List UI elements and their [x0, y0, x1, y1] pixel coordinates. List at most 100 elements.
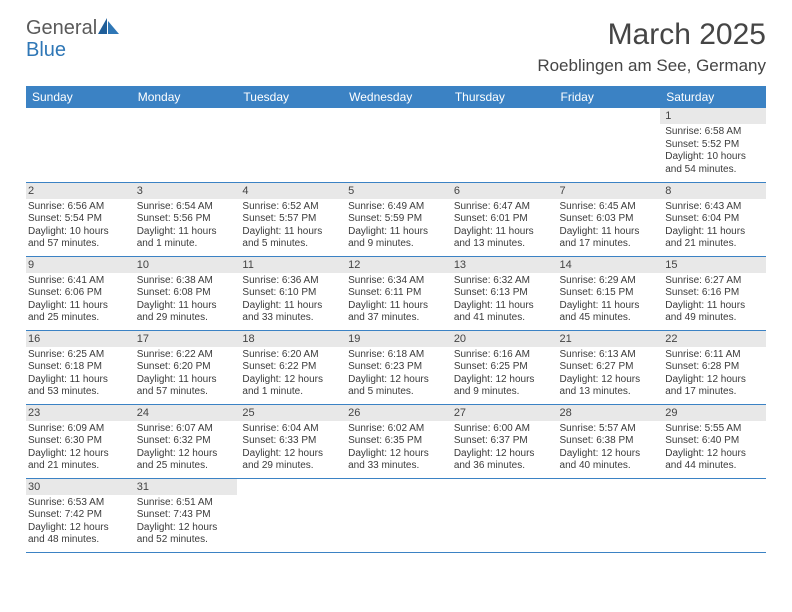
sunrise: Sunrise: 6:11 AM — [665, 349, 761, 362]
daylight-line2: and 54 minutes. — [665, 164, 761, 177]
day-details: Sunrise: 6:29 AMSunset: 6:15 PMDaylight:… — [555, 273, 661, 327]
sunset: Sunset: 6:38 PM — [560, 435, 656, 448]
day-cell — [132, 108, 238, 182]
daylight-line2: and 29 minutes. — [242, 460, 338, 473]
daylight-line2: and 5 minutes. — [348, 386, 444, 399]
col-tuesday: Tuesday — [237, 86, 343, 108]
calendar-table: Sunday Monday Tuesday Wednesday Thursday… — [26, 86, 766, 553]
sunrise: Sunrise: 6:58 AM — [665, 126, 761, 139]
sunrise: Sunrise: 6:00 AM — [454, 423, 550, 436]
day-cell: 18Sunrise: 6:20 AMSunset: 6:22 PMDayligh… — [237, 330, 343, 404]
daylight-line2: and 17 minutes. — [665, 386, 761, 399]
title-block: March 2025 Roeblingen am See, Germany — [537, 18, 766, 76]
daylight-line1: Daylight: 12 hours — [560, 448, 656, 461]
daylight-line2: and 13 minutes. — [454, 238, 550, 251]
daylight-line1: Daylight: 11 hours — [560, 226, 656, 239]
day-number: 26 — [343, 405, 449, 421]
day-number: 16 — [26, 331, 132, 347]
sunrise: Sunrise: 6:41 AM — [28, 275, 127, 288]
week-row: 9Sunrise: 6:41 AMSunset: 6:06 PMDaylight… — [26, 256, 766, 330]
logo-sail-icon — [98, 18, 120, 38]
sunrise: Sunrise: 6:53 AM — [28, 497, 127, 510]
day-number: 29 — [660, 405, 766, 421]
daylight-line2: and 37 minutes. — [348, 312, 444, 325]
day-details: Sunrise: 6:18 AMSunset: 6:23 PMDaylight:… — [343, 347, 449, 401]
sunrise: Sunrise: 6:51 AM — [137, 497, 233, 510]
day-details: Sunrise: 6:16 AMSunset: 6:25 PMDaylight:… — [449, 347, 555, 401]
day-cell: 25Sunrise: 6:04 AMSunset: 6:33 PMDayligh… — [237, 404, 343, 478]
daylight-line2: and 5 minutes. — [242, 238, 338, 251]
daylight-line1: Daylight: 11 hours — [242, 226, 338, 239]
sunset: Sunset: 6:22 PM — [242, 361, 338, 374]
daylight-line2: and 9 minutes. — [348, 238, 444, 251]
daylight-line1: Daylight: 11 hours — [665, 300, 761, 313]
sunset: Sunset: 5:57 PM — [242, 213, 338, 226]
day-cell: 24Sunrise: 6:07 AMSunset: 6:32 PMDayligh… — [132, 404, 238, 478]
daylight-line1: Daylight: 11 hours — [242, 300, 338, 313]
sunset: Sunset: 6:25 PM — [454, 361, 550, 374]
daylight-line1: Daylight: 12 hours — [242, 374, 338, 387]
day-cell: 30Sunrise: 6:53 AMSunset: 7:42 PMDayligh… — [26, 478, 132, 552]
day-cell — [343, 108, 449, 182]
sunset: Sunset: 6:11 PM — [348, 287, 444, 300]
day-details: Sunrise: 6:53 AMSunset: 7:42 PMDaylight:… — [26, 495, 132, 549]
day-cell — [449, 478, 555, 552]
page-title: March 2025 — [537, 18, 766, 52]
day-details: Sunrise: 6:20 AMSunset: 6:22 PMDaylight:… — [237, 347, 343, 401]
daylight-line1: Daylight: 11 hours — [348, 226, 444, 239]
week-row: 30Sunrise: 6:53 AMSunset: 7:42 PMDayligh… — [26, 478, 766, 552]
sunset: Sunset: 6:10 PM — [242, 287, 338, 300]
day-cell: 12Sunrise: 6:34 AMSunset: 6:11 PMDayligh… — [343, 256, 449, 330]
day-number: 21 — [555, 331, 661, 347]
day-cell: 22Sunrise: 6:11 AMSunset: 6:28 PMDayligh… — [660, 330, 766, 404]
sunset: Sunset: 6:01 PM — [454, 213, 550, 226]
daylight-line1: Daylight: 12 hours — [665, 374, 761, 387]
sunset: Sunset: 5:54 PM — [28, 213, 127, 226]
sunset: Sunset: 6:08 PM — [137, 287, 233, 300]
sunrise: Sunrise: 6:47 AM — [454, 201, 550, 214]
daylight-line2: and 21 minutes. — [28, 460, 127, 473]
sunrise: Sunrise: 6:04 AM — [242, 423, 338, 436]
day-number: 27 — [449, 405, 555, 421]
sunrise: Sunrise: 6:52 AM — [242, 201, 338, 214]
daylight-line1: Daylight: 12 hours — [242, 448, 338, 461]
day-number: 18 — [237, 331, 343, 347]
daylight-line2: and 44 minutes. — [665, 460, 761, 473]
logo-text-2: Blue — [26, 39, 66, 61]
day-cell — [449, 108, 555, 182]
daylight-line1: Daylight: 11 hours — [137, 226, 233, 239]
day-number: 4 — [237, 183, 343, 199]
day-details: Sunrise: 6:54 AMSunset: 5:56 PMDaylight:… — [132, 199, 238, 253]
daylight-line2: and 1 minute. — [137, 238, 233, 251]
daylight-line2: and 33 minutes. — [242, 312, 338, 325]
daylight-line2: and 36 minutes. — [454, 460, 550, 473]
daylight-line2: and 41 minutes. — [454, 312, 550, 325]
daylight-line1: Daylight: 11 hours — [28, 374, 127, 387]
day-details: Sunrise: 6:00 AMSunset: 6:37 PMDaylight:… — [449, 421, 555, 475]
day-cell: 19Sunrise: 6:18 AMSunset: 6:23 PMDayligh… — [343, 330, 449, 404]
day-number: 31 — [132, 479, 238, 495]
daylight-line1: Daylight: 11 hours — [28, 300, 127, 313]
daylight-line2: and 17 minutes. — [560, 238, 656, 251]
day-details: Sunrise: 6:45 AMSunset: 6:03 PMDaylight:… — [555, 199, 661, 253]
sunset: Sunset: 6:18 PM — [28, 361, 127, 374]
day-cell: 28Sunrise: 5:57 AMSunset: 6:38 PMDayligh… — [555, 404, 661, 478]
day-cell: 3Sunrise: 6:54 AMSunset: 5:56 PMDaylight… — [132, 182, 238, 256]
sunrise: Sunrise: 6:16 AM — [454, 349, 550, 362]
sunset: Sunset: 6:03 PM — [560, 213, 656, 226]
daylight-line1: Daylight: 12 hours — [560, 374, 656, 387]
daylight-line1: Daylight: 12 hours — [665, 448, 761, 461]
daylight-line1: Daylight: 12 hours — [454, 448, 550, 461]
day-details: Sunrise: 6:47 AMSunset: 6:01 PMDaylight:… — [449, 199, 555, 253]
day-details: Sunrise: 6:34 AMSunset: 6:11 PMDaylight:… — [343, 273, 449, 327]
daylight-line2: and 57 minutes. — [28, 238, 127, 251]
sunset: Sunset: 6:27 PM — [560, 361, 656, 374]
daylight-line2: and 29 minutes. — [137, 312, 233, 325]
day-cell: 7Sunrise: 6:45 AMSunset: 6:03 PMDaylight… — [555, 182, 661, 256]
col-saturday: Saturday — [660, 86, 766, 108]
day-cell — [26, 108, 132, 182]
day-number: 6 — [449, 183, 555, 199]
day-cell: 4 Sunrise: 6:52 AMSunset: 5:57 PMDaylight… — [237, 182, 343, 256]
daylight-line1: Daylight: 12 hours — [348, 374, 444, 387]
sunset: Sunset: 6:35 PM — [348, 435, 444, 448]
